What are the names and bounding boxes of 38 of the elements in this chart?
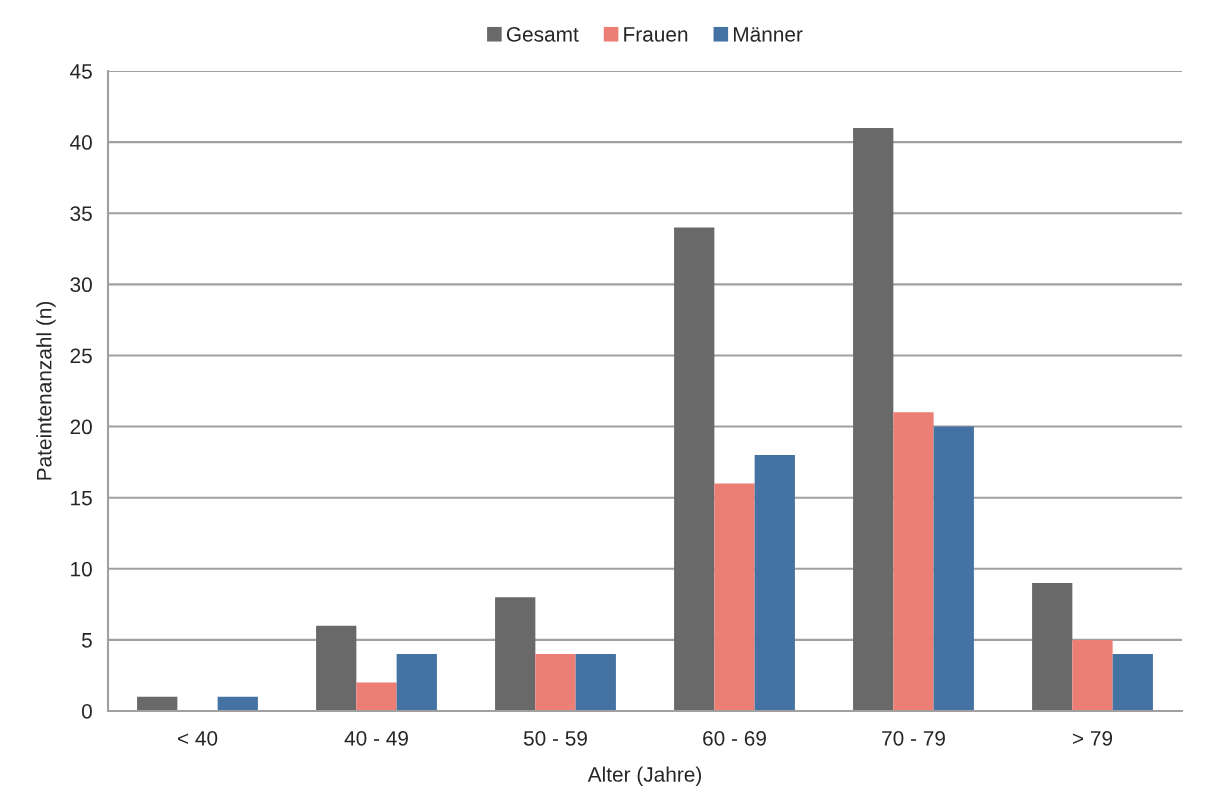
bar bbox=[137, 696, 178, 711]
x-tick-label: < 40 bbox=[177, 730, 218, 746]
x-tick-label: > 79 bbox=[1072, 730, 1113, 746]
bar bbox=[1072, 639, 1113, 711]
bar bbox=[356, 682, 397, 711]
bar bbox=[575, 654, 616, 711]
x-tick-label: 40 - 49 bbox=[344, 730, 408, 746]
bar bbox=[1112, 654, 1153, 711]
y-tick-label: 0 bbox=[81, 704, 92, 719]
y-axis-title: Pateintenanzahl (n) bbox=[36, 301, 56, 480]
bar bbox=[674, 227, 715, 711]
bar bbox=[316, 625, 357, 711]
bar bbox=[217, 696, 258, 711]
y-tick-label: 10 bbox=[71, 561, 92, 577]
bar bbox=[1032, 583, 1073, 711]
x-tick-label: 70 - 79 bbox=[882, 730, 945, 746]
legend-label: Männer bbox=[733, 27, 803, 42]
y-tick-label: 45 bbox=[70, 64, 92, 79]
x-axis-title: Alter (Jahre) bbox=[587, 766, 702, 786]
bar bbox=[535, 654, 576, 711]
y-tick-label: 25 bbox=[70, 348, 92, 364]
bar bbox=[933, 426, 974, 711]
bar bbox=[754, 455, 795, 711]
y-tick-label: 5 bbox=[81, 633, 92, 648]
bar bbox=[853, 127, 894, 711]
y-tick-label: 20 bbox=[70, 419, 92, 435]
bar bbox=[396, 654, 437, 711]
y-tick-label: 30 bbox=[70, 277, 92, 293]
legend-label: Gesamt bbox=[506, 26, 579, 42]
x-tick-label: 50 - 59 bbox=[523, 730, 587, 746]
legend-label: Frauen bbox=[624, 27, 688, 42]
bar bbox=[495, 597, 536, 711]
x-tick-label: 60 - 69 bbox=[703, 730, 766, 746]
bar bbox=[893, 412, 934, 711]
y-tick-label: 40 bbox=[70, 135, 92, 150]
bar bbox=[714, 483, 755, 711]
y-tick-label: 15 bbox=[71, 490, 92, 506]
y-tick-label: 35 bbox=[70, 206, 92, 221]
